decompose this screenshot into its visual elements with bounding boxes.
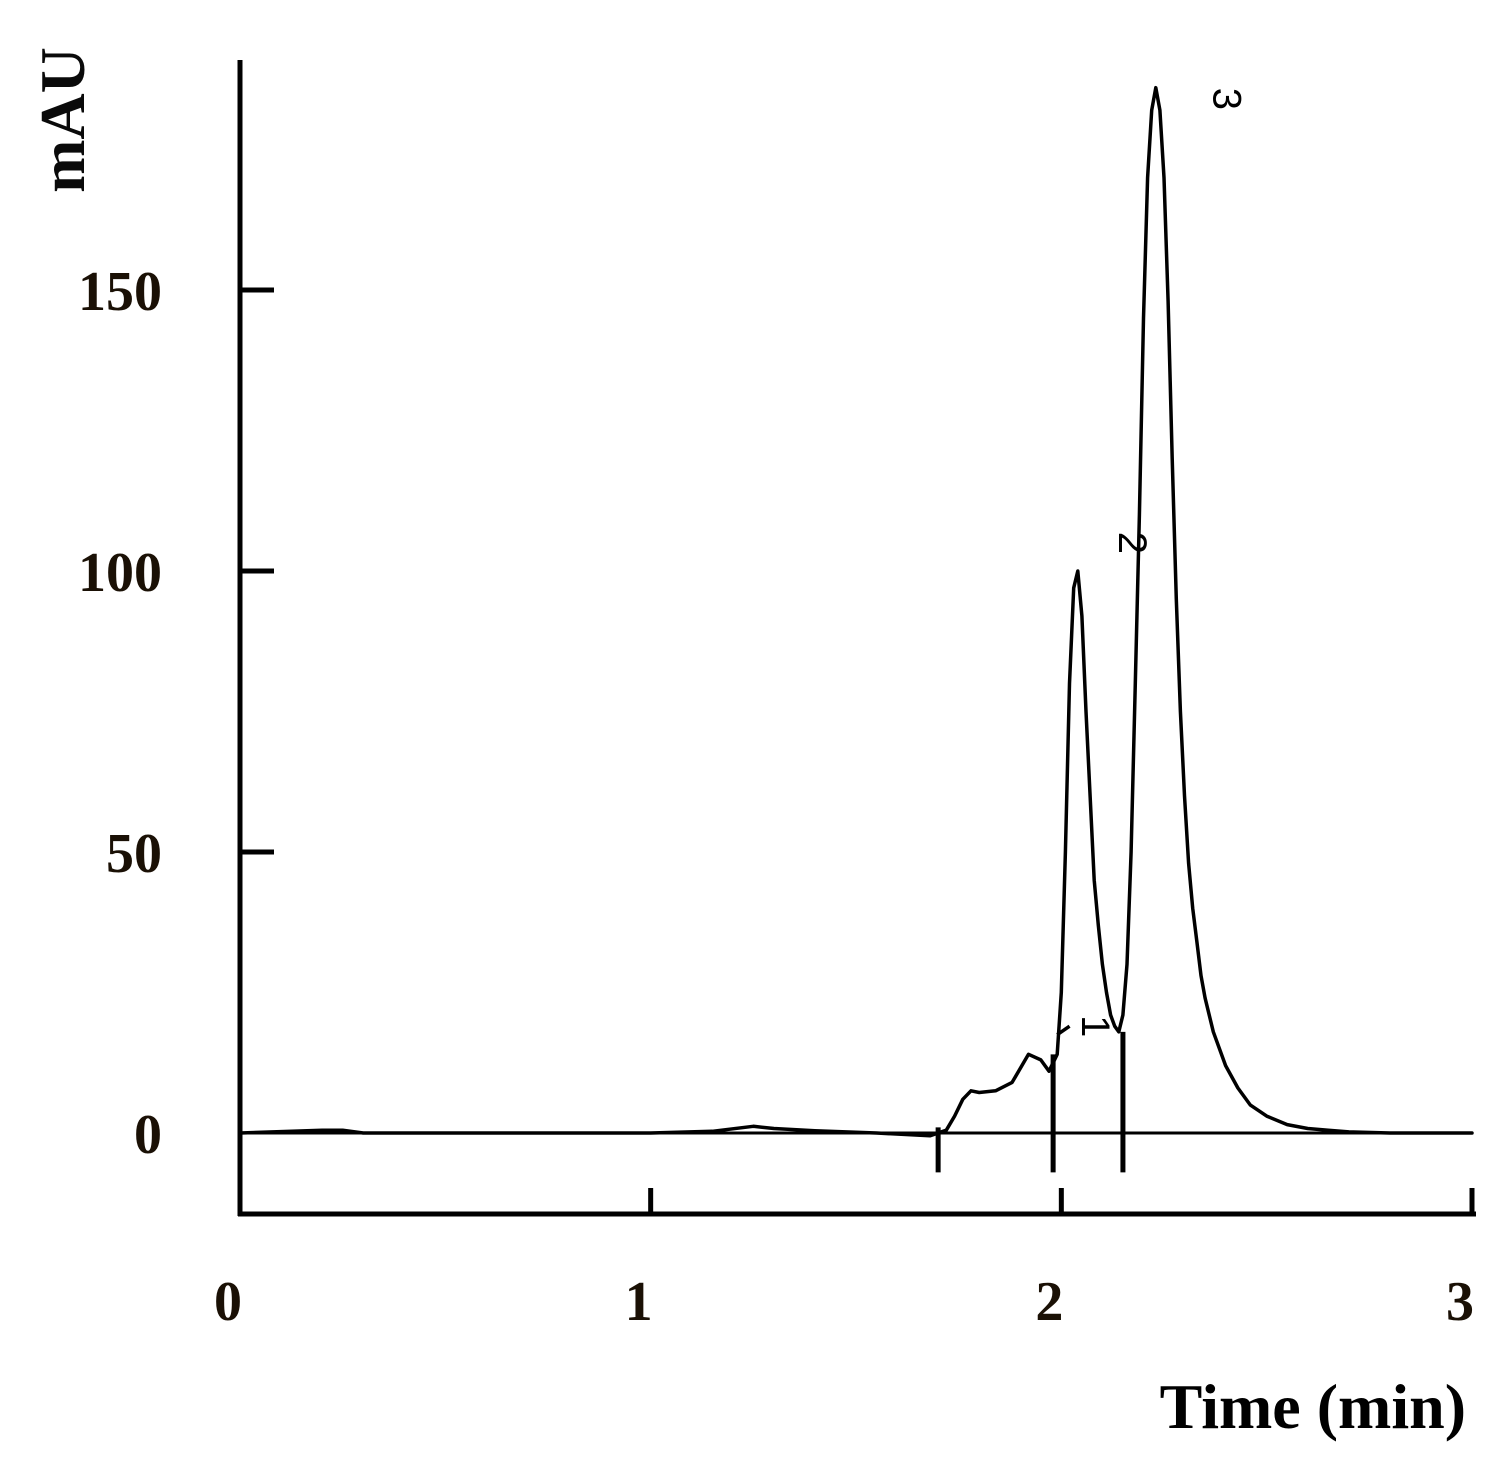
chromatogram-trace [238,85,1474,1138]
peak-label: 1 [1073,1015,1117,1037]
x-tick-label: 3 [1446,1271,1474,1333]
x-tick-label: 0 [214,1271,242,1333]
y-tick-label: 150 [78,261,162,323]
y-tick-label: 0 [134,1104,162,1166]
axis-tick-labels: 0 50 100 150 0 1 2 3 [78,261,1474,1333]
peak-annotations: 1 2 3 [1073,88,1248,1038]
x-axis-label: Time (min) [1160,1371,1466,1442]
peak-label: 3 [1204,88,1248,110]
x-tick-label: 2 [1035,1271,1063,1333]
y-axis-label: mAU [27,47,98,193]
y-tick-label: 50 [106,823,162,885]
axis-ticks [240,287,1475,1214]
integration-marks [935,1024,1126,1173]
peak-label: 2 [1110,532,1154,554]
x-tick-label: 1 [625,1271,653,1333]
y-tick-label: 100 [78,542,162,604]
